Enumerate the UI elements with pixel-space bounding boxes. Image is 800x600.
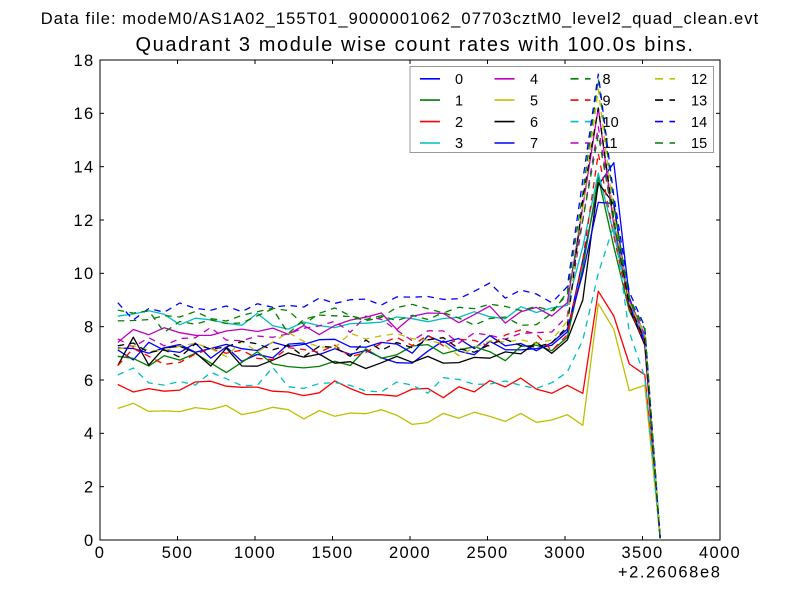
svg-text:6: 6 bbox=[530, 115, 538, 131]
svg-text:7: 7 bbox=[530, 136, 538, 152]
svg-text:1: 1 bbox=[455, 93, 463, 109]
svg-text:1500: 1500 bbox=[312, 544, 354, 562]
svg-text:2500: 2500 bbox=[467, 544, 509, 562]
svg-text:9: 9 bbox=[603, 93, 611, 109]
svg-text:10: 10 bbox=[74, 265, 95, 283]
svg-text:15: 15 bbox=[691, 136, 707, 152]
svg-text:2: 2 bbox=[455, 115, 463, 131]
svg-text:4000: 4000 bbox=[699, 544, 741, 562]
svg-text:6: 6 bbox=[84, 372, 94, 390]
svg-text:2: 2 bbox=[84, 479, 94, 497]
svg-text:3500: 3500 bbox=[622, 544, 664, 562]
svg-text:13: 13 bbox=[691, 93, 707, 109]
svg-text:4: 4 bbox=[530, 72, 538, 88]
svg-text:3000: 3000 bbox=[544, 544, 586, 562]
svg-text:0: 0 bbox=[84, 532, 94, 550]
svg-text:10: 10 bbox=[603, 115, 619, 131]
svg-text:Quadrant 3 module wise count r: Quadrant 3 module wise count rates with … bbox=[135, 34, 694, 56]
svg-text:1000: 1000 bbox=[234, 544, 276, 562]
svg-text:2000: 2000 bbox=[389, 544, 431, 562]
svg-text:0: 0 bbox=[455, 72, 463, 88]
svg-text:14: 14 bbox=[74, 159, 95, 177]
svg-text:Data file: modeM0/AS1A02_155T0: Data file: modeM0/AS1A02_155T01_90000010… bbox=[41, 10, 760, 28]
svg-text:14: 14 bbox=[691, 115, 707, 131]
svg-text:18: 18 bbox=[74, 52, 95, 70]
svg-text:8: 8 bbox=[84, 319, 94, 337]
svg-text:12: 12 bbox=[691, 72, 707, 88]
svg-text:16: 16 bbox=[74, 105, 95, 123]
svg-text:0: 0 bbox=[95, 544, 105, 562]
svg-text:500: 500 bbox=[162, 544, 193, 562]
svg-text:12: 12 bbox=[74, 212, 95, 230]
svg-text:4: 4 bbox=[84, 425, 94, 443]
svg-text:+2.26068e8: +2.26068e8 bbox=[618, 564, 722, 582]
svg-text:8: 8 bbox=[603, 72, 611, 88]
svg-text:5: 5 bbox=[530, 93, 538, 109]
svg-text:3: 3 bbox=[455, 136, 463, 152]
